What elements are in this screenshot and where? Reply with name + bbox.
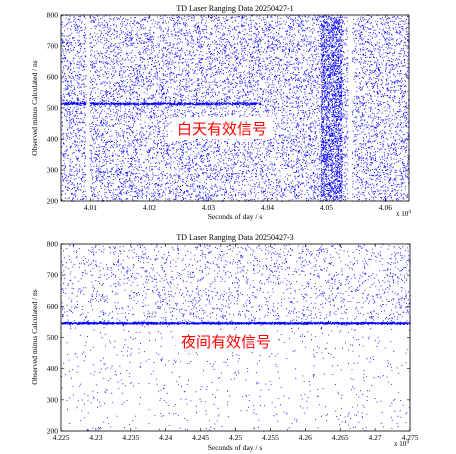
x-tick-label: 4.23 (89, 433, 102, 442)
y-tick-label: 300 (47, 166, 59, 175)
x-tick-label: 4.245 (192, 433, 209, 442)
y-tick-label: 600 (47, 73, 59, 82)
chart-title: TD Laser Ranging Data 20250427-3 (176, 233, 293, 242)
x-tick-label: 4.04 (261, 203, 274, 212)
x-tick-label: 4.27 (369, 433, 382, 442)
x-tick-label: 4.06 (379, 203, 392, 212)
y-tick-label: 200 (47, 197, 59, 206)
x-tick-label: 4.235 (122, 433, 139, 442)
scatter-points (61, 15, 410, 202)
y-tick-label: 800 (47, 11, 59, 20)
y-tick-label: 800 (47, 240, 59, 249)
axis-ticks: 4.01 4.02 4.03 4.04 4.05 4.06 200 300 400 500 600 7… (47, 11, 409, 212)
y-tick-label: 300 (47, 395, 59, 404)
x-tick-label: 4.02 (143, 203, 156, 212)
y-tick-label: 500 (47, 104, 59, 113)
x-tick-label: 4.255 (262, 433, 279, 442)
x-tick-label: 4.225 (53, 433, 70, 442)
x-tick-label: 4.01 (84, 203, 97, 212)
data-points (61, 15, 410, 202)
y-tick-label: 400 (47, 364, 59, 373)
daytime-signal-annotation: 白天有效信号 (177, 120, 267, 138)
y-tick-label: 600 (47, 302, 59, 311)
x-exponent-label: x 104 (396, 209, 411, 218)
nighttime-chart: TD Laser Ranging Data 20250427-3 4.225 4.… (30, 233, 419, 452)
x-tick-label: 4.25 (229, 433, 242, 442)
y-tick-label: 200 (47, 427, 59, 436)
y-axis-label: Observed minus Calculated / ns (30, 289, 39, 384)
y-tick-label: 400 (47, 135, 59, 144)
daytime-chart: TD Laser Ranging Data 20250427-1 4.01 4.0… (30, 4, 411, 221)
x-axis-label: Seconds of day / s (208, 212, 263, 221)
annotation-background (172, 117, 273, 139)
y-tick-label: 700 (47, 271, 59, 280)
chart-title: TD Laser Ranging Data 20250427-1 (176, 4, 293, 13)
nighttime-signal-annotation: 夜间有效信号 (181, 333, 271, 351)
x-tick-label: 4.265 (332, 433, 349, 442)
axis-ticks: 4.225 4.23 4.235 4.24 4.245 4.25 4.255 4.26 4.26… (47, 240, 419, 443)
x-tick-label: 4.03 (202, 203, 215, 212)
x-tick-label: 4.275 (402, 433, 419, 442)
y-tick-label: 700 (47, 42, 59, 51)
y-axis-label: Observed minus Calculated / ns (30, 60, 39, 155)
x-axis-label: Seconds of day / s (208, 443, 263, 452)
x-exponent-label: x 104 (394, 439, 409, 448)
x-tick-label: 4.26 (299, 433, 312, 442)
annotation-background (176, 330, 277, 352)
x-tick-label: 4.24 (159, 433, 172, 442)
y-tick-label: 500 (47, 333, 59, 342)
x-tick-label: 4.05 (320, 203, 333, 212)
plot-area (61, 15, 409, 201)
